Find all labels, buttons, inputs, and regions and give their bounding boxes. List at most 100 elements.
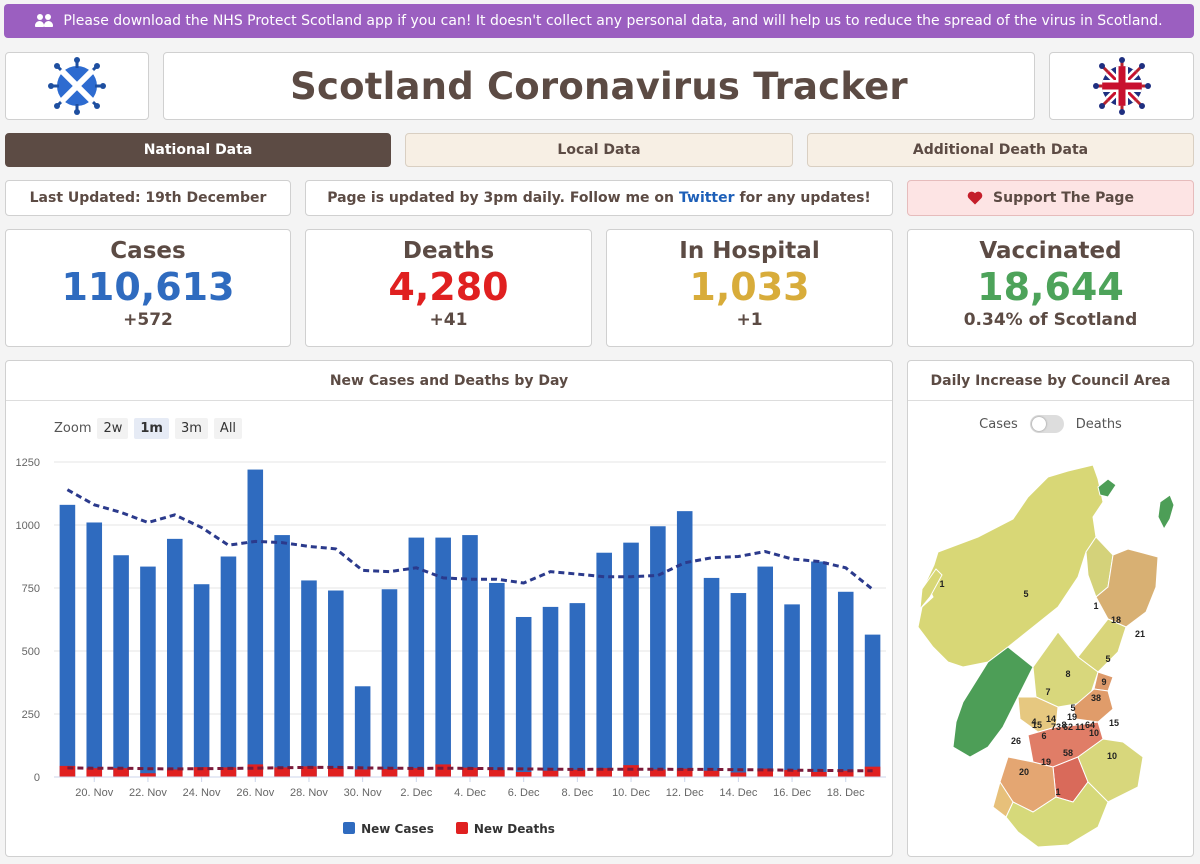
bar-new-deaths[interactable]	[623, 765, 639, 777]
bar-new-cases[interactable]	[462, 535, 478, 777]
bar-new-cases[interactable]	[515, 616, 532, 777]
bar-new-cases[interactable]	[274, 535, 290, 777]
bar-new-deaths[interactable]	[811, 771, 827, 777]
bar-new-deaths[interactable]	[354, 769, 371, 777]
x-tick-label: 16. Dec	[773, 787, 811, 799]
bar-new-deaths[interactable]	[86, 768, 103, 777]
map-region-south-ayrshire[interactable]	[992, 780, 1014, 818]
bar-new-cases[interactable]	[193, 584, 210, 777]
x-tick-label: 22. Nov	[129, 787, 167, 799]
bar-new-deaths[interactable]	[301, 766, 317, 777]
bar-new-cases[interactable]	[220, 556, 237, 778]
bar-new-cases[interactable]	[301, 580, 317, 777]
map-region-shetland[interactable]	[1157, 494, 1175, 531]
bar-new-deaths[interactable]	[408, 768, 425, 777]
y-tick-label: 250	[22, 709, 40, 721]
bar-new-deaths[interactable]	[703, 770, 720, 777]
bar-new-cases[interactable]	[435, 537, 451, 777]
map-region-highland[interactable]	[917, 464, 1104, 668]
bar-new-cases[interactable]	[676, 511, 693, 777]
bar-new-deaths[interactable]	[328, 767, 344, 777]
bar-new-cases[interactable]	[542, 606, 559, 777]
support-button[interactable]: Support The Page	[907, 180, 1194, 216]
bar-new-deaths[interactable]	[650, 769, 666, 777]
bar-new-cases[interactable]	[730, 593, 747, 777]
toggle-cases-label: Cases	[979, 416, 1018, 432]
app-download-banner[interactable]: Please download the NHS Protect Scotland…	[4, 4, 1194, 38]
bar-new-cases[interactable]	[757, 566, 774, 777]
bar-new-cases[interactable]	[623, 542, 639, 777]
bar-new-cases[interactable]	[489, 582, 505, 777]
map-council-value: 19	[1067, 712, 1077, 722]
cases-deaths-toggle[interactable]	[1029, 415, 1064, 433]
update-notice-prefix: Page is updated by 3pm daily. Follow me …	[327, 190, 674, 206]
toggle-deaths-label: Deaths	[1075, 416, 1122, 432]
bar-new-deaths[interactable]	[730, 772, 747, 777]
bar-new-cases[interactable]	[784, 604, 800, 777]
bar-new-deaths[interactable]	[596, 768, 612, 777]
zoom-all-button[interactable]: All	[213, 418, 243, 439]
bar-new-cases[interactable]	[140, 566, 156, 777]
zoom-3m-button[interactable]: 3m	[174, 418, 208, 439]
cases-deaths-chart[interactable]: 0 250 500 750 1000 1250 20. Nov 22. Nov 24. Nov 2…	[6, 447, 892, 857]
bar-new-cases[interactable]	[381, 589, 398, 777]
map-council-value: 15	[1032, 720, 1042, 730]
map-council-value: 5	[1023, 589, 1028, 599]
bar-new-deaths[interactable]	[113, 768, 129, 777]
legend-new-deaths[interactable]: New Deaths	[455, 822, 555, 836]
tab-additional-death-data[interactable]: Additional Death Data	[807, 133, 1194, 167]
bar-new-deaths[interactable]	[274, 767, 290, 777]
zoom-1m-button[interactable]: 1m	[134, 418, 169, 439]
map-region-orkney[interactable]	[1097, 478, 1117, 498]
update-notice-suffix: for any updates!	[739, 190, 871, 206]
map-council-value: 1	[1055, 787, 1060, 797]
tab-local-data[interactable]: Local Data	[405, 133, 793, 167]
bar-new-cases[interactable]	[864, 634, 881, 777]
bar-new-deaths[interactable]	[435, 764, 451, 777]
x-tick-label: 30. Nov	[344, 787, 382, 799]
bar-new-deaths[interactable]	[462, 767, 478, 777]
bar-new-deaths[interactable]	[166, 769, 183, 777]
map-region-argyll-bute[interactable]	[952, 646, 1034, 758]
bar-new-deaths[interactable]	[220, 767, 237, 777]
bar-new-cases[interactable]	[86, 522, 103, 777]
map-region-western-isles[interactable]	[919, 568, 943, 611]
bar-new-cases[interactable]	[113, 555, 129, 777]
bar-new-cases[interactable]	[247, 469, 264, 777]
bar-new-deaths[interactable]	[381, 768, 398, 777]
map-region-dumfries-galloway[interactable]	[1005, 781, 1109, 848]
bar-new-deaths[interactable]	[59, 765, 76, 777]
bar-new-cases[interactable]	[837, 591, 854, 777]
x-tick-label: 20. Nov	[75, 787, 113, 799]
bar-new-deaths[interactable]	[489, 769, 505, 777]
legend-new-cases[interactable]: New Cases	[343, 822, 434, 836]
bar-new-deaths[interactable]	[140, 773, 156, 777]
bar-new-cases[interactable]	[59, 504, 76, 777]
council-map-panel: Daily Increase by Council Area Cases Dea…	[907, 360, 1194, 857]
twitter-link[interactable]: Twitter	[679, 190, 735, 206]
bar-new-cases[interactable]	[569, 603, 586, 777]
bar-new-deaths[interactable]	[676, 768, 693, 777]
bar-new-deaths[interactable]	[569, 769, 586, 777]
map-region-fife[interactable]	[1072, 688, 1114, 723]
bar-new-cases[interactable]	[328, 590, 344, 777]
bar-new-deaths[interactable]	[515, 771, 532, 777]
bar-new-cases[interactable]	[650, 526, 666, 777]
bar-new-deaths[interactable]	[784, 769, 800, 777]
bar-new-deaths[interactable]	[193, 767, 210, 777]
bar-new-cases[interactable]	[811, 561, 827, 777]
bar-new-cases[interactable]	[703, 577, 720, 777]
bar-new-cases[interactable]	[166, 538, 183, 777]
bar-new-cases[interactable]	[596, 552, 612, 777]
bar-new-deaths[interactable]	[542, 770, 559, 777]
bar-new-cases[interactable]	[354, 686, 371, 777]
bar-new-deaths[interactable]	[837, 770, 854, 777]
bar-new-cases[interactable]	[408, 537, 425, 777]
tab-national-data[interactable]: National Data	[5, 133, 391, 167]
zoom-2w-button[interactable]: 2w	[97, 418, 129, 439]
bar-new-deaths[interactable]	[247, 764, 264, 777]
bar-new-deaths[interactable]	[757, 768, 774, 777]
zoom-label: Zoom	[54, 421, 92, 436]
x-tick-label: 10. Dec	[612, 787, 650, 799]
